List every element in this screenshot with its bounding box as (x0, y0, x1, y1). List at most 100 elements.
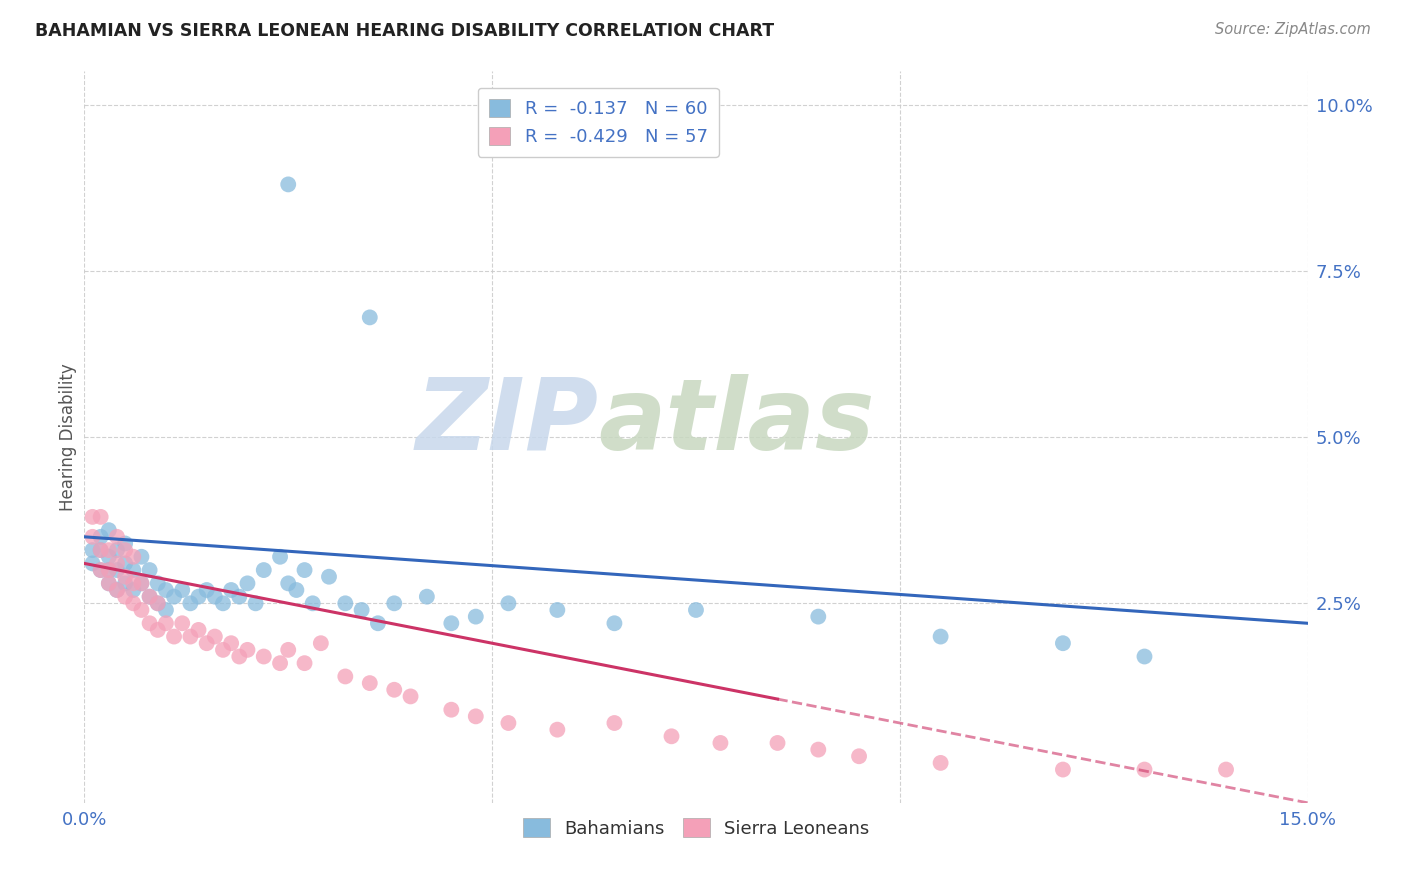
Point (1052, 636, 1074, 650)
Point (335, 669, 357, 683)
Point (146, 623, 169, 637)
Point (1133, 763, 1156, 777)
Point (138, 616, 160, 631)
Point (440, 703, 463, 717)
Point (187, 590, 209, 604)
Point (105, 582, 128, 597)
Point (114, 576, 136, 591)
Point (245, 596, 267, 610)
Point (131, 549, 153, 564)
Point (546, 603, 568, 617)
Point (114, 590, 136, 604)
Y-axis label: Hearing Disability: Hearing Disability (59, 363, 77, 511)
Point (172, 582, 194, 597)
Point (195, 636, 218, 650)
Point (228, 590, 250, 604)
Point (498, 596, 520, 610)
Point (440, 616, 463, 631)
Point (105, 582, 128, 597)
Point (114, 570, 136, 584)
Point (294, 656, 316, 670)
Point (179, 596, 201, 610)
Point (929, 756, 952, 770)
Point (848, 749, 870, 764)
Point (82, 557, 104, 571)
Point (546, 723, 568, 737)
Point (114, 557, 136, 571)
Point (172, 616, 194, 631)
Point (90, 509, 112, 524)
Point (138, 563, 160, 577)
Point (709, 736, 731, 750)
Point (97, 549, 120, 564)
Point (603, 716, 626, 731)
Point (90, 563, 112, 577)
Point (97, 563, 120, 577)
Point (464, 609, 486, 624)
Point (131, 603, 153, 617)
Point (253, 649, 276, 664)
Point (318, 570, 340, 584)
Point (155, 582, 177, 597)
Point (105, 557, 128, 571)
Point (82, 509, 104, 524)
Point (155, 603, 177, 617)
Point (155, 616, 177, 631)
Point (122, 596, 145, 610)
Point (382, 682, 405, 697)
Point (285, 582, 308, 597)
Point (122, 549, 145, 564)
Point (661, 729, 683, 743)
Point (236, 576, 259, 591)
Point (277, 576, 299, 591)
Point (382, 596, 405, 610)
Point (269, 549, 291, 564)
Point (187, 623, 209, 637)
Point (204, 590, 226, 604)
Point (179, 630, 201, 644)
Point (90, 543, 112, 558)
Point (146, 596, 169, 610)
Point (236, 643, 259, 657)
Point (807, 609, 830, 624)
Point (131, 576, 153, 591)
Point (219, 582, 242, 597)
Point (1052, 763, 1074, 777)
Point (228, 649, 250, 664)
Text: BAHAMIAN VS SIERRA LEONEAN HEARING DISABILITY CORRELATION CHART: BAHAMIAN VS SIERRA LEONEAN HEARING DISAB… (35, 22, 775, 40)
Point (219, 636, 242, 650)
Point (359, 310, 381, 325)
Point (350, 603, 373, 617)
Point (277, 643, 299, 657)
Point (603, 616, 626, 631)
Point (195, 582, 218, 597)
Point (82, 543, 104, 558)
Point (122, 576, 145, 591)
Point (359, 676, 381, 690)
Point (97, 576, 120, 591)
Point (82, 530, 104, 544)
Point (105, 563, 128, 577)
Point (294, 563, 316, 577)
Point (105, 543, 128, 558)
Point (146, 596, 169, 610)
Point (1215, 763, 1237, 777)
Point (122, 582, 145, 597)
Legend: Bahamians, Sierra Leoneans: Bahamians, Sierra Leoneans (516, 811, 876, 845)
Point (97, 543, 120, 558)
Point (766, 736, 789, 750)
Point (138, 590, 160, 604)
Point (212, 643, 235, 657)
Point (685, 603, 707, 617)
Point (163, 590, 186, 604)
Point (204, 630, 226, 644)
Point (138, 590, 160, 604)
Point (131, 576, 153, 591)
Point (97, 523, 120, 537)
Point (277, 178, 299, 192)
Point (90, 563, 112, 577)
Point (122, 563, 145, 577)
Point (105, 530, 128, 544)
Text: Source: ZipAtlas.com: Source: ZipAtlas.com (1215, 22, 1371, 37)
Point (90, 530, 112, 544)
